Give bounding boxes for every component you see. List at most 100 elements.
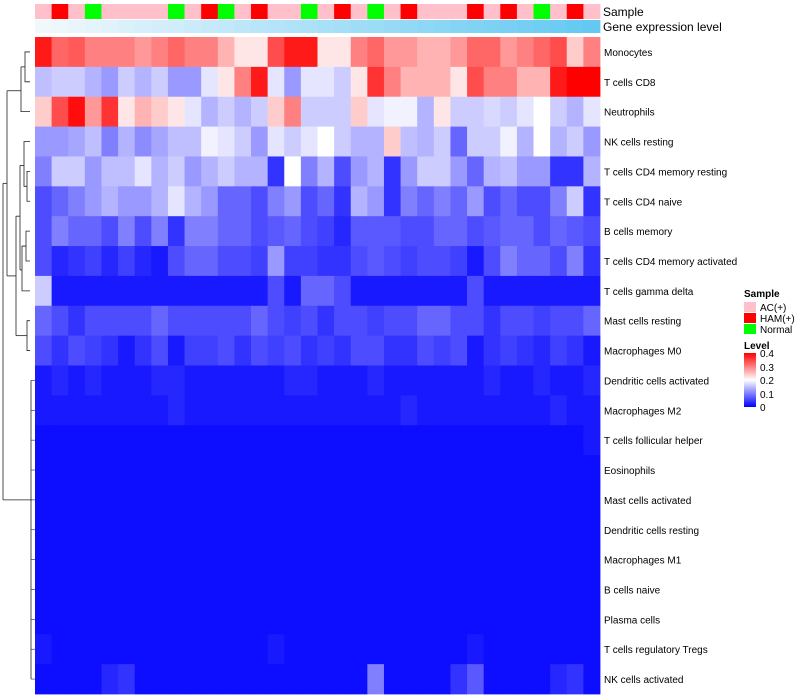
heatmap-cell [467, 96, 485, 127]
heatmap-cell [251, 574, 269, 605]
heatmap-cell [184, 455, 202, 486]
heatmap-cell [467, 574, 485, 605]
heatmap-cell [284, 216, 302, 247]
heatmap-cell [583, 246, 601, 277]
heatmap-cell [251, 664, 269, 695]
heatmap-cell [300, 246, 318, 277]
heatmap-cell [550, 425, 568, 456]
heatmap-cell [267, 514, 285, 546]
heatmap-cell [267, 246, 285, 277]
heatmap-cell [550, 186, 568, 217]
heatmap-cell [167, 634, 185, 665]
heatmap-cell [483, 365, 501, 396]
heatmap-cell [184, 574, 202, 605]
heatmap-cell [350, 66, 368, 98]
heatmap-cell [84, 246, 102, 277]
heatmap-cell [84, 126, 102, 157]
heatmap-cell [367, 634, 385, 665]
heatmap-cell [284, 455, 302, 486]
heatmap-cell [234, 66, 252, 98]
sample-annotation-33 [566, 4, 584, 19]
heatmap-cell [84, 96, 102, 127]
heatmap-cell [101, 126, 119, 157]
heatmap-cell [51, 66, 69, 98]
heatmap-cell [417, 216, 435, 247]
heatmap-cell [550, 365, 568, 396]
heatmap-cell [317, 634, 335, 665]
heatmap-cell [583, 425, 601, 456]
heatmap-cell [68, 365, 86, 396]
heatmap-cell [217, 275, 235, 307]
heatmap-cell [533, 275, 551, 307]
expression-annotation-16 [284, 20, 302, 33]
heatmap-cell [583, 305, 601, 337]
heatmap-cell [134, 455, 152, 486]
heatmap-cell [267, 664, 285, 695]
heatmap-cell [350, 246, 368, 277]
heatmap-cell [51, 126, 69, 157]
heatmap-cell [51, 455, 69, 486]
heatmap-cell [317, 275, 335, 307]
heatmap-cell [151, 246, 169, 277]
heatmap-cell [201, 335, 219, 366]
heatmap-cell [583, 634, 601, 665]
heatmap-cell [383, 96, 401, 127]
expression-annotation-12 [217, 20, 235, 33]
heatmap-cell [35, 664, 53, 695]
heatmap-cell [500, 514, 518, 546]
heatmap-cells [35, 37, 601, 695]
level-legend-title: Level [744, 341, 770, 352]
heatmap-cell [317, 305, 335, 337]
heatmap-cell [167, 186, 185, 217]
heatmap-cell [400, 37, 418, 68]
heatmap-cell [251, 484, 269, 516]
heatmap-cell [217, 425, 235, 456]
heatmap-cell [483, 664, 501, 695]
heatmap-cell [217, 604, 235, 635]
heatmap-cell [300, 156, 318, 187]
expression-annotation-27 [467, 20, 485, 33]
heatmap-cell [400, 126, 418, 157]
heatmap-cell [184, 66, 202, 98]
level-tick-0.4: 0.4 [760, 349, 774, 360]
heatmap-cell [516, 514, 534, 546]
heatmap-cell [467, 544, 485, 575]
heatmap-cell [51, 156, 69, 187]
heatmap-cell [251, 365, 269, 396]
heatmap-cell [583, 395, 601, 426]
heatmap-cell [35, 66, 53, 98]
heatmap-cell [350, 186, 368, 217]
heatmap-cell [450, 275, 468, 307]
heatmap-cell [516, 216, 534, 247]
expression-annotation-7 [134, 20, 152, 33]
heatmap-cell [101, 37, 119, 68]
heatmap-cell [500, 395, 518, 426]
heatmap-cell [217, 335, 235, 366]
heatmap-cell [500, 604, 518, 635]
heatmap-cell [134, 186, 152, 217]
heatmap-cell [251, 305, 269, 337]
heatmap-cell [450, 96, 468, 127]
heatmap-cell [367, 126, 385, 157]
heatmap-cell [167, 395, 185, 426]
heatmap-cell [334, 37, 352, 68]
heatmap-cell [317, 395, 335, 426]
heatmap-cell [433, 664, 451, 695]
heatmap-cell [350, 484, 368, 516]
heatmap-cell [417, 574, 435, 605]
heatmap-cell [118, 544, 136, 575]
row-label: T cells gamma delta [604, 287, 694, 298]
heatmap-cell [51, 305, 69, 337]
heatmap-cell [134, 275, 152, 307]
heatmap-cell [84, 574, 102, 605]
heatmap-cell [167, 484, 185, 516]
heatmap-cell [251, 544, 269, 575]
heatmap-cell [334, 216, 352, 247]
heatmap-cell [184, 37, 202, 68]
heatmap-cell [334, 126, 352, 157]
heatmap-cell [450, 305, 468, 337]
heatmap-cell [184, 335, 202, 366]
row-label: Dendritic cells activated [604, 376, 709, 387]
heatmap-cell [51, 544, 69, 575]
sample-annotation-21 [367, 4, 385, 19]
